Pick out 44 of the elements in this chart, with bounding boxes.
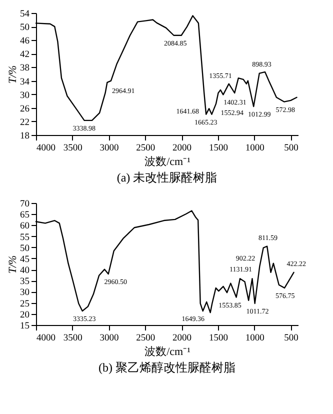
x-tick-label: 500 bbox=[284, 144, 299, 154]
x-axis-title: 波数/cm⁻¹ bbox=[144, 345, 190, 358]
y-tick-label: 40 bbox=[20, 266, 30, 276]
x-tick-label: 4000 bbox=[36, 144, 56, 154]
y-tick-label: 45 bbox=[20, 254, 30, 265]
y-tick-label: 50 bbox=[20, 23, 30, 34]
y-tick-label: 54 bbox=[20, 10, 30, 20]
x-tick-label: 1500 bbox=[208, 144, 228, 154]
x-tick-label: 1000 bbox=[245, 144, 265, 154]
y-tick-label: 46 bbox=[20, 36, 30, 47]
y-tick-label: 34 bbox=[20, 77, 30, 88]
y-tick-label: 25 bbox=[20, 299, 30, 310]
y-axis-title: T/% bbox=[7, 65, 19, 84]
y-tick-label: 70 bbox=[20, 200, 30, 210]
x-tick-label: 3000 bbox=[100, 144, 120, 154]
y-tick-label: 26 bbox=[20, 104, 30, 114]
y-tick-label: 18 bbox=[20, 132, 30, 142]
x-tick-label: 2500 bbox=[136, 144, 156, 154]
y-axis-title: T/% bbox=[7, 255, 19, 274]
y-tick-label: 30 bbox=[20, 288, 30, 298]
text: (a) 未改性脲醛树脂 bbox=[116, 170, 218, 184]
y-tick-label: 55 bbox=[20, 232, 30, 243]
y-tick-label: 38 bbox=[20, 64, 30, 74]
x-tick-label: 1500 bbox=[208, 334, 228, 344]
x-tick-label: 3500 bbox=[63, 144, 83, 154]
text: (b) 聚乙烯醇改性脲醛树脂 bbox=[98, 360, 236, 374]
y-tick-label: 20 bbox=[20, 310, 30, 320]
x-tick-label: 4000 bbox=[36, 334, 56, 344]
x-tick-label: 3500 bbox=[63, 334, 83, 344]
y-tick-label: 50 bbox=[20, 244, 30, 254]
x-tick-label: 3000 bbox=[100, 334, 120, 344]
y-tick-label: 30 bbox=[20, 90, 30, 101]
y-tick-label: 65 bbox=[20, 210, 30, 221]
x-tick-label: 2000 bbox=[172, 144, 192, 154]
x-tick-label: 1000 bbox=[245, 334, 265, 344]
x-tick-label: 2500 bbox=[136, 334, 156, 344]
x-tick-label: 500 bbox=[284, 334, 299, 344]
y-tick-label: 60 bbox=[20, 222, 30, 232]
x-axis-title: 波数/cm⁻¹ bbox=[144, 155, 190, 168]
x-tick-label: 2000 bbox=[172, 334, 192, 344]
y-tick-label: 42 bbox=[20, 50, 30, 60]
y-tick-label: 22 bbox=[20, 118, 30, 128]
y-tick-label: 35 bbox=[20, 277, 30, 288]
y-tick-label: 15 bbox=[20, 322, 30, 332]
